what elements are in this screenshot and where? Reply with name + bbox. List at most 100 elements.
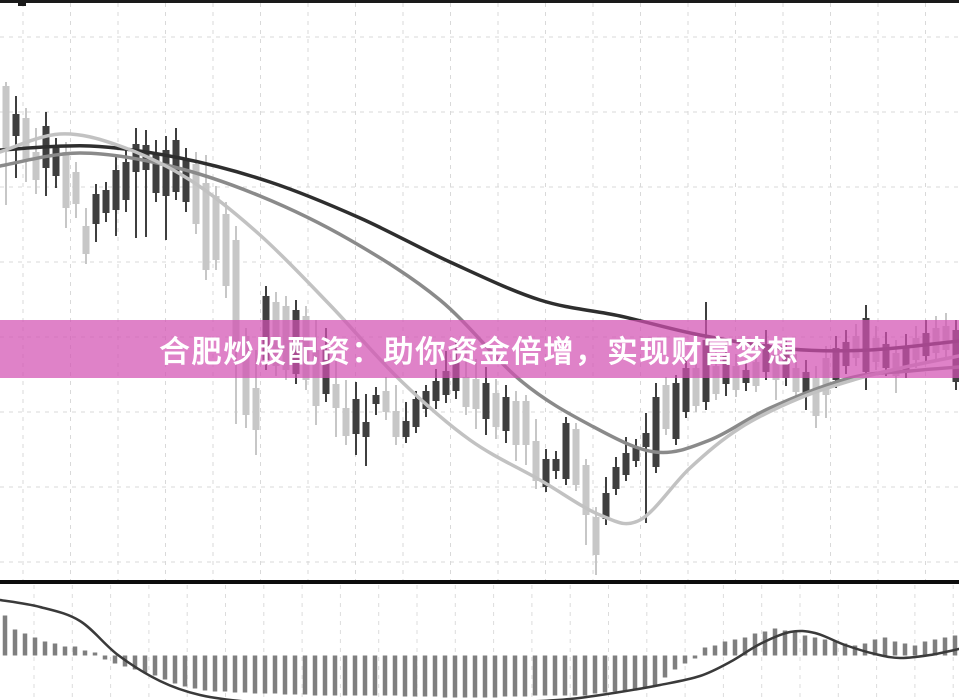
histogram-bar: [662, 655, 668, 678]
histogram-bar: [732, 639, 738, 656]
histogram-bar: [832, 641, 838, 656]
candle-body: [632, 447, 640, 461]
histogram-bar: [342, 655, 348, 696]
histogram-bar: [642, 655, 648, 689]
histogram-bar: [462, 655, 468, 698]
candle-body: [252, 388, 260, 430]
candle-body: [522, 401, 530, 445]
candle-body: [672, 383, 680, 439]
candle-body: [82, 226, 90, 254]
histogram-bar: [622, 655, 628, 691]
histogram-bar: [822, 639, 828, 656]
histogram-bar: [782, 630, 788, 656]
histogram-bar: [872, 639, 878, 656]
histogram-bar: [592, 655, 598, 694]
histogram-bar: [172, 655, 178, 684]
candle-body: [682, 368, 690, 412]
histogram-bar: [22, 633, 28, 656]
histogram-bar: [862, 643, 868, 656]
histogram-bar: [282, 655, 288, 695]
histogram-bar: [742, 637, 748, 656]
histogram-bar: [362, 655, 368, 696]
candle-body: [122, 162, 130, 200]
candle-body: [412, 399, 420, 427]
candle-body: [202, 183, 210, 270]
histogram-bar: [532, 655, 538, 696]
histogram-bar: [302, 655, 308, 695]
candle-body: [462, 377, 470, 407]
histogram-bar: [262, 655, 268, 694]
candle-body: [12, 114, 20, 136]
candle-body: [812, 378, 820, 416]
histogram-bar: [102, 655, 108, 660]
histogram-bar: [502, 655, 508, 697]
candle-body: [712, 366, 720, 394]
candle-body: [652, 397, 660, 467]
histogram-bar: [52, 643, 58, 656]
ma-fast-light: [0, 132, 959, 526]
candle-body: [392, 411, 400, 437]
histogram-bar: [352, 655, 358, 696]
histogram-bar: [552, 655, 558, 696]
histogram-bar: [272, 655, 278, 694]
histogram-bar: [332, 655, 338, 696]
candle-body: [602, 493, 610, 519]
candle-body: [222, 214, 230, 286]
candle-body: [102, 190, 110, 213]
histogram-bar: [392, 655, 398, 696]
candle-body: [92, 194, 100, 224]
candle-body: [422, 391, 430, 409]
histogram-bar: [482, 655, 488, 698]
top-border: [0, 0, 959, 3]
histogram-bar: [182, 655, 188, 687]
histogram-bar: [762, 631, 768, 656]
histogram-bar: [192, 655, 198, 689]
candle-body: [552, 459, 560, 471]
candle-body: [22, 118, 30, 160]
histogram-bar: [372, 655, 378, 696]
histogram-bar: [852, 645, 858, 656]
candle-body: [732, 366, 740, 390]
histogram-bar: [932, 639, 938, 656]
histogram-bar: [652, 655, 658, 686]
histogram-bar: [62, 646, 68, 656]
candle-body: [212, 196, 220, 260]
histogram-bar: [522, 655, 528, 697]
histogram-bar: [82, 650, 88, 656]
candle-body: [62, 152, 70, 208]
histogram-bar: [612, 655, 618, 692]
histogram-bar: [452, 655, 458, 698]
histogram-bar: [472, 655, 478, 698]
candle-body: [662, 385, 670, 429]
indicator-panel: [0, 585, 959, 700]
histogram-bar: [292, 655, 298, 695]
candle-body: [332, 384, 340, 408]
candle-body: [442, 371, 450, 395]
signal-curve: [0, 598, 959, 700]
candle-body: [622, 453, 630, 475]
candle-body: [502, 397, 510, 431]
histogram-bar: [722, 641, 728, 656]
histogram-bar: [942, 637, 948, 656]
histogram-bar: [882, 637, 888, 656]
histogram-bar: [382, 655, 388, 696]
histogram-bar: [152, 655, 158, 676]
histogram-bar: [402, 655, 408, 697]
candle-body: [692, 368, 700, 406]
histogram-bar: [632, 655, 638, 690]
histogram-bar: [442, 655, 448, 698]
histogram-bar: [72, 646, 78, 656]
histogram-bar: [2, 615, 8, 656]
histogram-bar: [702, 647, 708, 656]
histogram-bar: [242, 655, 248, 693]
histogram-bar: [212, 655, 218, 692]
panel-separator: [0, 580, 959, 584]
histogram-bar: [132, 655, 138, 670]
histogram-bar: [902, 643, 908, 656]
candle-body: [72, 172, 80, 204]
histogram-bar: [802, 635, 808, 656]
histogram-bar: [142, 655, 148, 673]
candle-body: [382, 391, 390, 412]
histogram-bar: [492, 655, 498, 698]
main-price-panel: [0, 3, 959, 580]
